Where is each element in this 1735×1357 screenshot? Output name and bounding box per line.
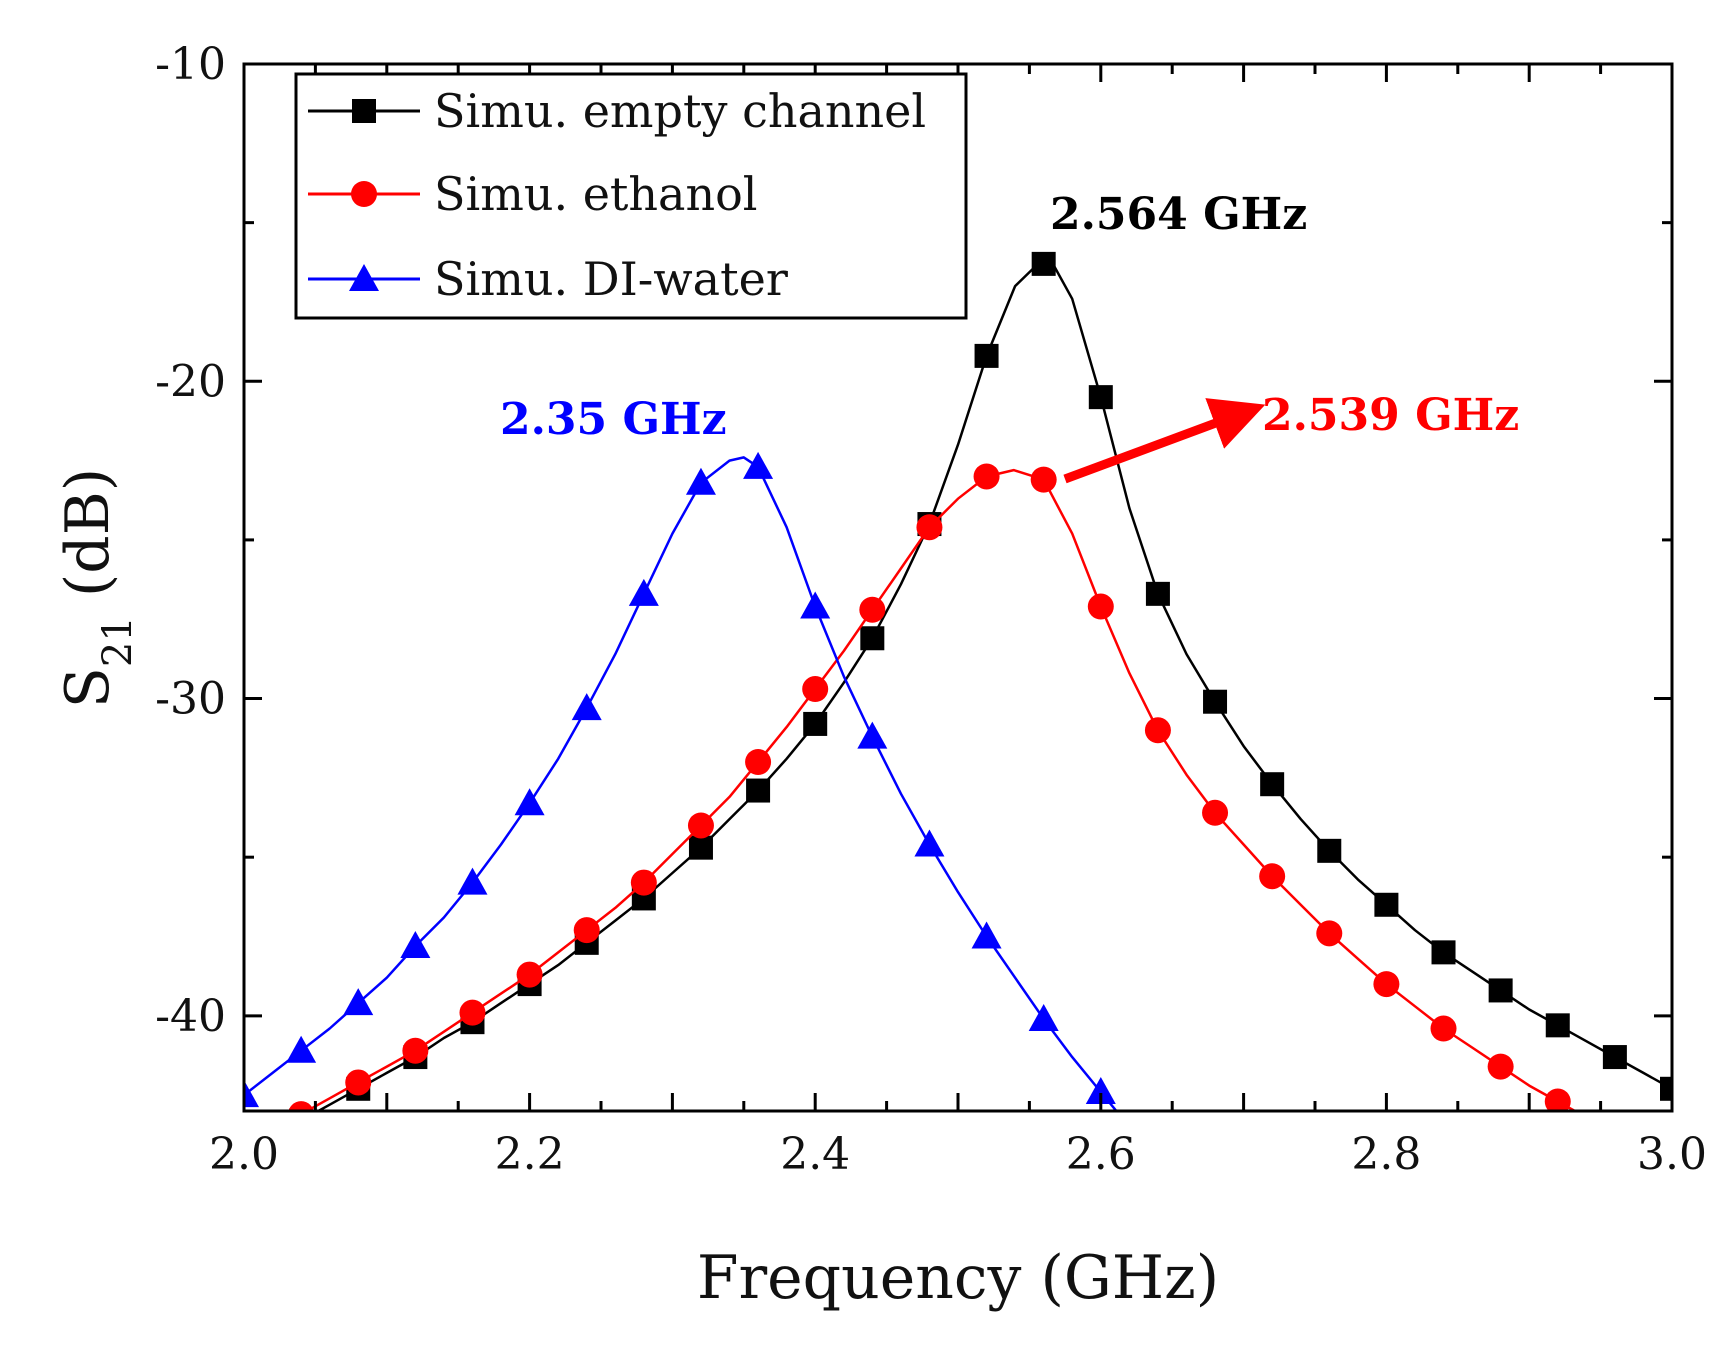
x-tick-label: 2.4 — [780, 1129, 850, 1180]
series-point — [1602, 1120, 1628, 1146]
x-tick-label: 2.8 — [1351, 1129, 1421, 1180]
y-axis-title-unit: (dB) — [53, 468, 123, 616]
series-point — [402, 1037, 429, 1064]
series-point — [1145, 581, 1170, 606]
series-point — [1488, 978, 1513, 1003]
series-line — [304, 468, 1578, 1111]
y-tick-label: -40 — [155, 991, 226, 1042]
series-point — [916, 514, 943, 541]
series-point — [1030, 466, 1057, 493]
series-point — [286, 1035, 317, 1063]
series-point — [1660, 1076, 1672, 1101]
legend-box — [294, 72, 968, 320]
peak-annotation-water: 2.35 GHz — [500, 394, 727, 445]
y-tick-label: -20 — [155, 356, 226, 407]
series-1 — [288, 463, 1628, 1146]
x-tick-label: 2.0 — [209, 1129, 279, 1180]
x-tick-label: 2.2 — [495, 1129, 565, 1180]
series-point — [457, 867, 488, 895]
x-tick-label: 2.6 — [1066, 1129, 1136, 1180]
series-point — [573, 917, 600, 944]
series-point — [687, 812, 714, 839]
legend-marker — [351, 181, 377, 207]
series-point — [516, 961, 543, 988]
series-point — [800, 591, 831, 619]
y-axis-title-main: S — [53, 667, 123, 708]
series-point — [345, 1069, 372, 1096]
series-point — [971, 921, 1002, 949]
peak-arrow — [1063, 398, 1266, 484]
series-point — [1088, 385, 1113, 410]
series-point — [343, 988, 374, 1016]
legend-label: Simu. DI-water — [434, 252, 788, 306]
series-point — [857, 721, 888, 749]
series-point — [1144, 717, 1171, 744]
series-point — [1431, 940, 1456, 965]
series-point — [802, 676, 829, 703]
series-point — [1487, 1053, 1514, 1080]
series-point — [571, 693, 602, 721]
x-tick-label: 3.0 — [1637, 1129, 1707, 1180]
series-2 — [244, 451, 1173, 1171]
series-point — [860, 626, 885, 651]
peak-annotation-ethanol: 2.539 GHz — [1262, 390, 1519, 441]
series-line — [315, 256, 1672, 1111]
legend: Simu. empty channel Simu. ethanol Simu. DI… — [294, 72, 968, 320]
series-point — [746, 778, 771, 803]
annotation-layer: 2.564 GHz 2.35 GHz 2.539 GHz — [500, 189, 1519, 484]
series-point — [1087, 593, 1114, 620]
series-point — [745, 749, 772, 775]
series-point — [1374, 892, 1399, 917]
series-point — [688, 835, 713, 860]
series-point — [803, 711, 828, 736]
series-point — [1203, 689, 1228, 714]
series-point — [1085, 1076, 1116, 1104]
y-axis-title: S21 (dB) — [53, 468, 141, 708]
axes-layer: 2.0 2.2 2.4 2.6 2.8 3.0 -10 -20 -30 -40 — [155, 39, 1707, 1180]
series-point — [1260, 772, 1285, 797]
series-line — [244, 456, 1118, 1111]
series-point — [288, 1101, 314, 1111]
series-point — [859, 596, 886, 623]
series-point — [1259, 863, 1286, 890]
series-point — [1317, 838, 1342, 863]
legend-label: Simu. ethanol — [434, 167, 758, 221]
series-point — [1545, 1013, 1570, 1038]
series-point — [973, 463, 1000, 490]
series-point — [1202, 799, 1229, 826]
series-point — [1430, 1015, 1457, 1042]
series-point — [400, 931, 431, 959]
series-point — [459, 999, 486, 1026]
series-point — [628, 578, 659, 606]
series-point — [1031, 251, 1056, 276]
series-point — [514, 788, 545, 816]
legend-marker — [352, 99, 376, 123]
legend-marker — [349, 264, 379, 291]
series-point — [1316, 920, 1343, 947]
y-tick-label: -30 — [155, 674, 226, 725]
x-axis-title: Frequency (GHz) — [697, 1243, 1219, 1313]
series-point — [1143, 1144, 1173, 1171]
series-point — [914, 829, 945, 857]
series-point — [685, 467, 716, 495]
series-point — [1544, 1088, 1571, 1111]
series-point — [1373, 971, 1400, 998]
series-point — [974, 343, 999, 368]
series-point — [244, 1080, 259, 1108]
series-point — [630, 869, 657, 896]
legend-label: Simu. empty channel — [434, 84, 926, 138]
y-axis-title-sub: 21 — [95, 616, 141, 667]
series-layer — [244, 251, 1672, 1171]
peak-annotation-empty: 2.564 GHz — [1050, 189, 1307, 240]
series-point — [1602, 1045, 1627, 1070]
y-tick-label: -10 — [155, 39, 226, 90]
series-point — [743, 451, 774, 479]
series-point — [1028, 1003, 1059, 1031]
